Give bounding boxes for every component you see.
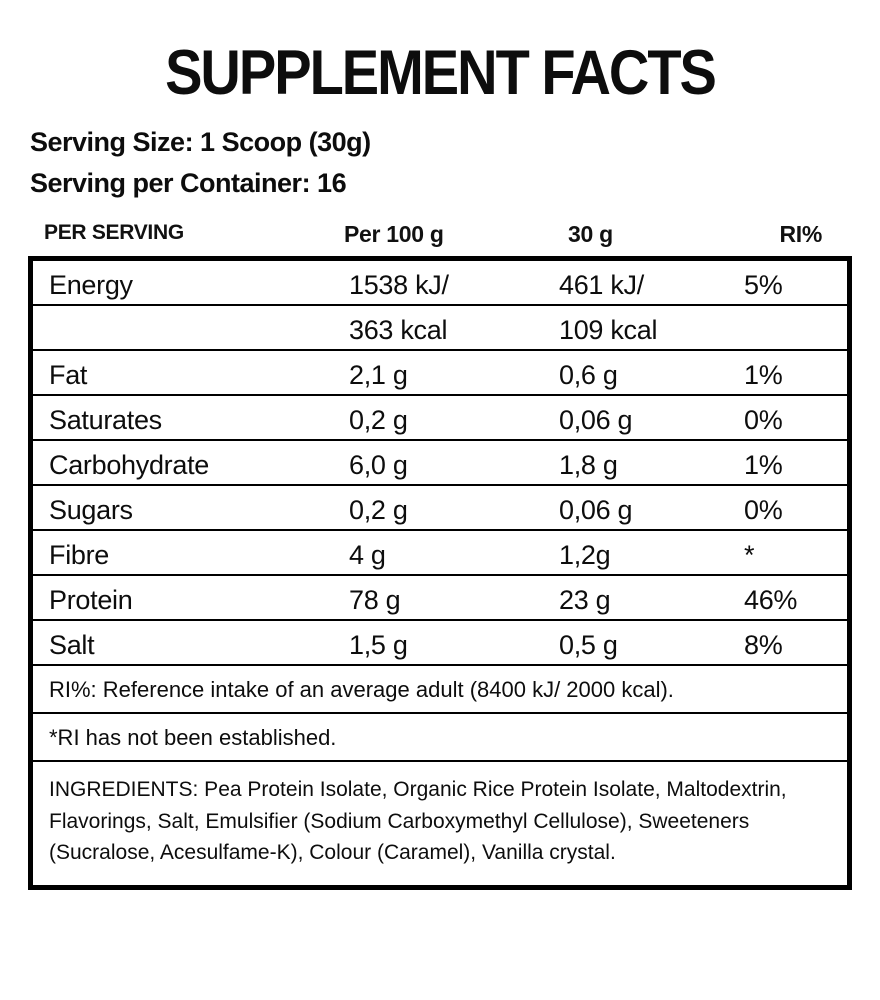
table-row: 363 kcal 109 kcal bbox=[33, 306, 847, 351]
ingredients-text: INGREDIENTS: Pea Protein Isolate, Organi… bbox=[49, 778, 787, 864]
header-per-30g: 30 g bbox=[568, 221, 613, 247]
nutrient-name: Saturates bbox=[49, 405, 162, 435]
value-per-100g: 1538 kJ/ bbox=[349, 270, 449, 300]
value-per-100g: 78 g bbox=[349, 585, 401, 615]
label-title: SUPPLEMENT FACTS bbox=[165, 37, 717, 108]
table-row: Salt 1,5 g 0,5 g 8% bbox=[33, 621, 847, 666]
value-per-30g: 23 g bbox=[559, 585, 611, 615]
ri-asterisk-note: *RI has not been established. bbox=[33, 714, 847, 762]
ri-value: 8% bbox=[744, 630, 783, 660]
nutrition-table: Energy 1538 kJ/ 461 kJ/ 5% 363 kcal 109 … bbox=[28, 256, 852, 890]
table-row: Energy 1538 kJ/ 461 kJ/ 5% bbox=[33, 261, 847, 306]
ri-reference-note: RI%: Reference intake of an average adul… bbox=[33, 666, 847, 714]
ri-value: 1% bbox=[744, 360, 783, 390]
value-per-30g: 461 kJ/ bbox=[559, 270, 644, 300]
value-per-30g: 1,8 g bbox=[559, 450, 618, 480]
nutrient-name: Carbohydrate bbox=[49, 450, 209, 480]
value-per-30g: 0,06 g bbox=[559, 495, 633, 525]
value-per-30g: 0,6 g bbox=[559, 360, 618, 390]
value-per-100g: 363 kcal bbox=[349, 315, 448, 345]
header-per-100g: Per 100 g bbox=[344, 221, 444, 247]
serving-size: Serving Size: 1 Scoop (30g) bbox=[30, 127, 371, 157]
serving-info: Serving Size: 1 Scoop (30g) Serving per … bbox=[30, 127, 880, 199]
nutrient-name: Energy bbox=[49, 270, 133, 300]
value-per-30g: 1,2g bbox=[559, 540, 611, 570]
header-ri-percent: RI% bbox=[779, 221, 822, 247]
nutrient-name: Fibre bbox=[49, 540, 110, 570]
servings-per-container: Serving per Container: 16 bbox=[30, 168, 347, 198]
value-per-100g: 0,2 g bbox=[349, 405, 408, 435]
table-header-row: PER SERVING Per 100 g 30 g RI% bbox=[28, 221, 852, 256]
table-row: Fibre 4 g 1,2g * bbox=[33, 531, 847, 576]
ri-value: 1% bbox=[744, 450, 783, 480]
ri-value: 0% bbox=[744, 405, 783, 435]
header-per-serving: PER SERVING bbox=[44, 221, 184, 244]
table-row: Protein 78 g 23 g 46% bbox=[33, 576, 847, 621]
value-per-100g: 2,1 g bbox=[349, 360, 408, 390]
table-row: Saturates 0,2 g 0,06 g 0% bbox=[33, 396, 847, 441]
ri-value bbox=[744, 315, 847, 346]
value-per-100g: 4 g bbox=[349, 540, 386, 570]
value-per-100g: 1,5 g bbox=[349, 630, 408, 660]
nutrient-name: Protein bbox=[49, 585, 133, 615]
ri-value: * bbox=[744, 540, 755, 570]
table-row: Carbohydrate 6,0 g 1,8 g 1% bbox=[33, 441, 847, 486]
nutrient-name: Sugars bbox=[49, 495, 133, 525]
table-row: Fat 2,1 g 0,6 g 1% bbox=[33, 351, 847, 396]
table-row: Sugars 0,2 g 0,06 g 0% bbox=[33, 486, 847, 531]
value-per-100g: 0,2 g bbox=[349, 495, 408, 525]
nutrient-name: Fat bbox=[49, 360, 88, 390]
value-per-100g: 6,0 g bbox=[349, 450, 408, 480]
ri-value: 5% bbox=[744, 270, 783, 300]
nutrient-name: Salt bbox=[49, 630, 95, 660]
value-per-30g: 0,06 g bbox=[559, 405, 633, 435]
value-per-30g: 0,5 g bbox=[559, 630, 618, 660]
ri-value: 46% bbox=[744, 585, 798, 615]
value-per-30g: 109 kcal bbox=[559, 315, 658, 345]
ri-value: 0% bbox=[744, 495, 783, 525]
nutrient-name bbox=[49, 315, 349, 346]
